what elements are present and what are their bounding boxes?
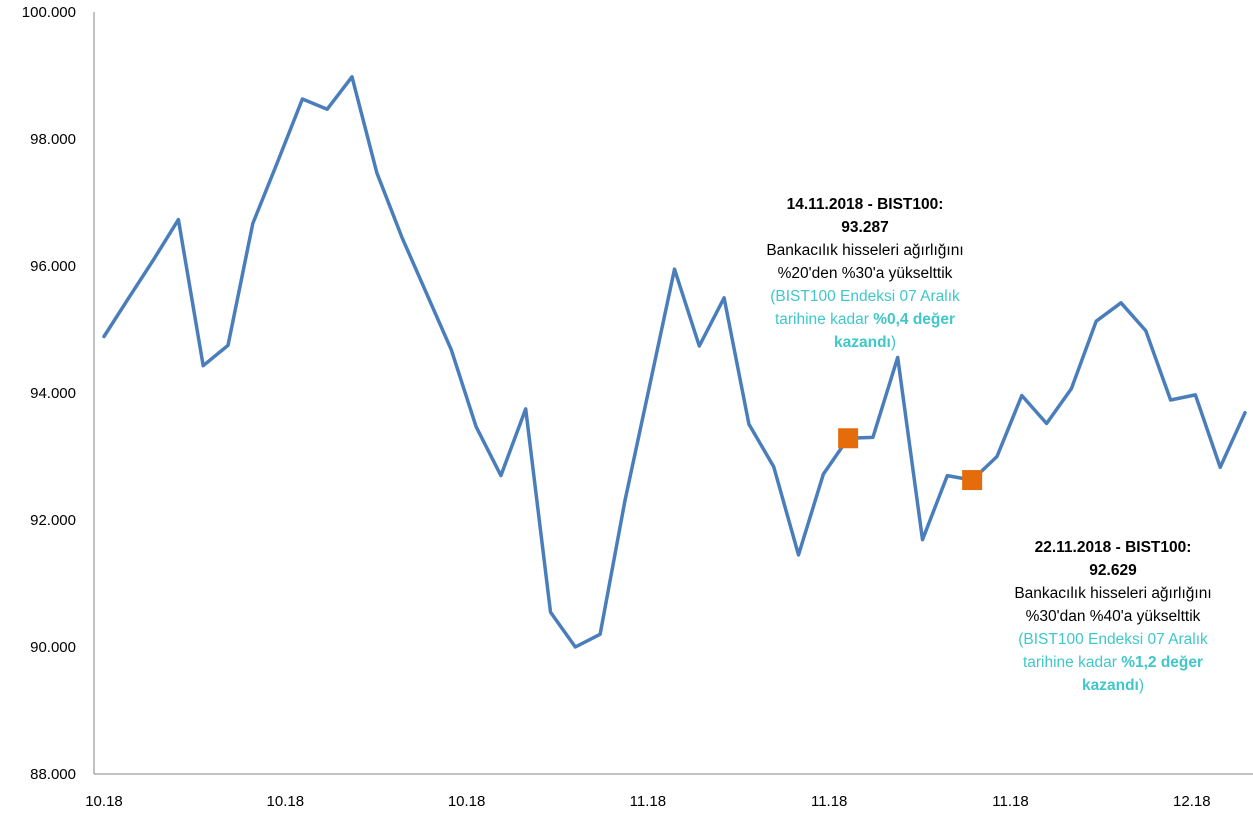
annotation-1-hl-1: (BIST100 Endeksi 07 Aralık bbox=[770, 288, 960, 305]
y-tick-label: 94.000 bbox=[30, 385, 76, 402]
annotation-1-title: 14.11.2018 - BIST100: bbox=[786, 196, 944, 213]
annotation-1-body-1: Bankacılık hisseleri ağırlığını bbox=[766, 242, 964, 259]
x-tick-label: 11.18 bbox=[811, 793, 847, 810]
x-tick-label: 10.18 bbox=[85, 793, 123, 810]
annotation-1-body-2: %20'den %30'a yükselttik bbox=[777, 265, 953, 282]
x-tick-label: 10.18 bbox=[448, 793, 486, 810]
y-tick-label: 96.000 bbox=[30, 258, 76, 275]
annotation-1: 14.11.2018 - BIST100: 93.287 Bankacılık … bbox=[735, 193, 995, 354]
y-axis-ticks: 100.000 98.000 96.000 94.000 92.000 90.000 88.… bbox=[22, 4, 76, 783]
annotation-2-value: 92.629 bbox=[1089, 562, 1137, 579]
marker-2 bbox=[962, 470, 983, 491]
y-tick-label: 92.000 bbox=[30, 512, 76, 529]
annotation-2-hl-3: kazandı) bbox=[1081, 677, 1145, 694]
annotation-1-value: 93.287 bbox=[841, 219, 889, 236]
y-tick-label: 88.000 bbox=[30, 766, 76, 783]
x-tick-label: 12.18 bbox=[1173, 793, 1211, 810]
annotation-2-hl-1: (BIST100 Endeksi 07 Aralık bbox=[1018, 631, 1208, 648]
annotation-2-body-2: %30'dan %40'a yükselttik bbox=[1025, 608, 1201, 625]
x-tick-label: 10.18 bbox=[267, 793, 305, 810]
y-tick-label: 90.000 bbox=[30, 639, 76, 656]
annotation-1-hl-2: tarihine kadar %0,4 değer bbox=[774, 311, 956, 328]
x-tick-label: 11.18 bbox=[630, 793, 666, 810]
x-tick-label: 11.18 bbox=[992, 793, 1028, 810]
series-line-bist100 bbox=[102, 75, 1247, 649]
annotation-1-hl-3: kazandı) bbox=[833, 334, 897, 351]
annotation-2-title: 22.11.2018 - BIST100: bbox=[1034, 539, 1192, 556]
annotation-2-body-1: Bankacılık hisseleri ağırlığını bbox=[1014, 585, 1212, 602]
annotation-2: 22.11.2018 - BIST100: 92.629 Bankacılık … bbox=[973, 536, 1253, 697]
y-tick-label: 100.000 bbox=[22, 4, 76, 21]
markers bbox=[838, 428, 983, 491]
y-tick-label: 98.000 bbox=[30, 131, 76, 148]
marker-1 bbox=[838, 428, 859, 449]
x-axis-ticks: 10.18 10.18 10.18 11.18 11.18 11.18 12.18 bbox=[85, 793, 1210, 810]
annotation-2-hl-2: tarihine kadar %1,2 değer bbox=[1022, 654, 1204, 671]
